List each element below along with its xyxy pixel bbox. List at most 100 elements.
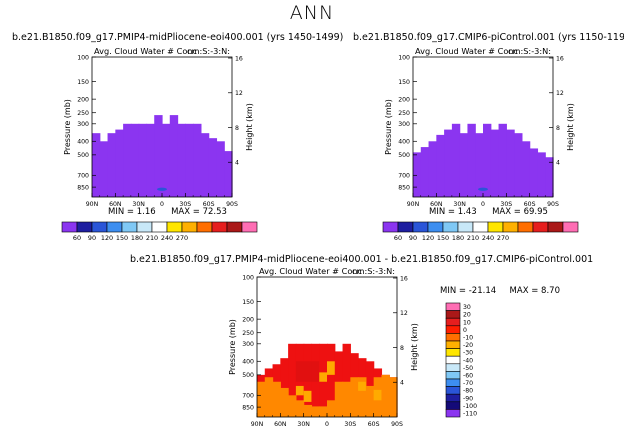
panel-2-field-column <box>451 123 461 197</box>
panel-2-y-tick-label: 400 <box>398 139 410 146</box>
panel-1-field-column <box>169 115 179 197</box>
panel-3-colorbar-label: -70 <box>463 380 473 387</box>
panel-1-y-tick-label: 700 <box>77 173 89 180</box>
panel-3-x-tick-label: 90N <box>251 421 264 428</box>
panel-1-units: cm:S:-3:N: <box>187 46 230 56</box>
panel-2-x-tick-label: 30N <box>453 201 466 208</box>
panel-3-field-negative <box>295 400 305 417</box>
panel-1-colorbar-box <box>136 221 153 233</box>
panel-2-field-column <box>514 133 523 197</box>
panel-1-colorbar-label: 120 <box>101 234 113 242</box>
panel-2-colorbar-box <box>457 221 474 233</box>
panel-1-y-right-tick-label: 16 <box>235 55 243 62</box>
panel-3-colorbar-label: -80 <box>463 388 473 395</box>
panel-3-field-dark <box>295 361 320 382</box>
panel-3-field-negative <box>288 395 297 417</box>
panel-2-field-column <box>459 133 469 197</box>
panel-1-field-column <box>200 133 210 197</box>
panel-3-field-column <box>327 343 336 417</box>
panel-1-field-column <box>92 133 101 197</box>
panel-3-field-negative <box>389 377 398 417</box>
panel-3-colorbar-box <box>445 310 461 319</box>
panel-3-colorbar-label: 0 <box>463 327 467 334</box>
panel-3-colorbar-label: -110 <box>463 411 477 418</box>
panel-3-field-negative <box>311 406 320 417</box>
panel-1-y-tick-label: 300 <box>77 121 89 128</box>
panel-1-min-value: 1.16 <box>136 207 156 217</box>
panel-1-field-column <box>162 123 171 197</box>
panel-1-min-label: MIN = <box>108 207 135 217</box>
panel-3-colorbar-box <box>445 409 461 418</box>
panel-2-ylabel-right: Height (km) <box>566 103 575 151</box>
panel-3-colorbar-box <box>445 363 461 372</box>
panel-3-field-column <box>295 343 305 417</box>
panel-2-colorbar-box <box>412 221 429 233</box>
panel-1-max-value: 72.53 <box>202 207 227 217</box>
panel-2-field-column <box>521 141 531 197</box>
panel-2-y-tick-label: 200 <box>398 96 410 103</box>
panel-1-x-tick-label: 0 <box>160 201 164 208</box>
panel-1-x-tick-label: 30S <box>179 201 191 208</box>
panel-1-colorbar-box <box>166 221 183 233</box>
panel-2-colorbar-box <box>562 221 579 233</box>
panel-3-field-column <box>342 343 351 417</box>
panel-3-x-tick-label: 30S <box>344 421 356 428</box>
panel-3-field-negative <box>381 374 390 417</box>
panel-1-colorbar-box <box>106 221 123 233</box>
panel-2-colorbar-box <box>487 221 504 233</box>
panel-3-colorbar-box <box>445 393 461 403</box>
panel-1-y-tick-label: 500 <box>77 152 89 159</box>
panel-1-y-tick-label: 250 <box>77 110 89 117</box>
panel-3-field-patch <box>327 361 335 375</box>
panel-2-field-column <box>475 133 484 197</box>
panel-2-y-right-tick-label: 8 <box>556 125 560 132</box>
panel-2-subtitle: Avg. Cloud Water # Conc <box>415 46 518 56</box>
panel-3-x-tick-label: 30N <box>297 421 310 428</box>
panel-1-colorbar-label: 210 <box>146 234 158 242</box>
panel-3-y-tick-label: 400 <box>242 359 254 366</box>
panel-1-colorbar-box <box>91 221 108 233</box>
panel-3-field-negative <box>358 377 367 417</box>
panel-3-field-negative <box>303 404 313 417</box>
panel-1-max-label: MAX = <box>171 207 200 217</box>
panel-1-colorbar-label: 60 <box>73 234 81 242</box>
panel-1-x-tick-label: 60N <box>109 201 122 208</box>
panel-1-y-tick-label: 100 <box>77 54 89 61</box>
panel-3-colorbar-label: 10 <box>463 319 471 326</box>
panel-1-field-column <box>154 115 163 197</box>
panel-3-title: b.e21.B1850.f09_g17.PMIP4-midPliocene-eo… <box>130 254 594 265</box>
panel-2-max-value: 69.95 <box>523 207 548 217</box>
panel-1-y-tick-label: 850 <box>77 184 89 191</box>
panel-1-colorbar-label: 150 <box>116 234 128 242</box>
panel-3-colorbar-label: -100 <box>463 403 477 410</box>
panel-2-min-label: MIN = <box>429 207 456 217</box>
panel-2-colorbar-label: 240 <box>482 234 494 242</box>
panel-2-y-tick-label: 300 <box>398 121 410 128</box>
panel-1-colorbar-label: 240 <box>161 234 173 242</box>
panel-3-y-right-tick-label: 4 <box>400 380 404 387</box>
panel-1-field-column <box>99 141 109 197</box>
panel-2-y-tick-label: 500 <box>398 152 410 159</box>
panel-3-colorbar-box <box>445 401 461 410</box>
panel-2-colorbar-box <box>532 221 549 233</box>
panel-3-y-tick-label: 850 <box>242 404 254 411</box>
panel-2-y-tick-label: 700 <box>398 173 410 180</box>
panel-3-max-value: 8.70 <box>541 286 560 296</box>
panel-3-field-patch <box>358 381 366 391</box>
panel-2-x-tick-label: 30S <box>500 201 512 208</box>
panel-3-y-right-tick-label: 16 <box>400 275 408 282</box>
panel-3-field-patch <box>295 385 304 396</box>
panel-3-field-negative <box>327 400 336 417</box>
panel-1-colorbar-label: 180 <box>131 234 143 242</box>
panel-1-x-tick-label: 90N <box>86 201 99 208</box>
panel-2-colorbar-label: 180 <box>452 234 464 242</box>
panel-1-field-column <box>208 138 218 197</box>
panel-3-x-tick-label: 60S <box>368 421 380 428</box>
panel-1-colorbar-box <box>211 221 228 233</box>
panel-1-surface-blob <box>157 187 167 191</box>
panel-1-x-tick-label: 30N <box>132 201 145 208</box>
panel-1-field-column <box>146 123 155 197</box>
